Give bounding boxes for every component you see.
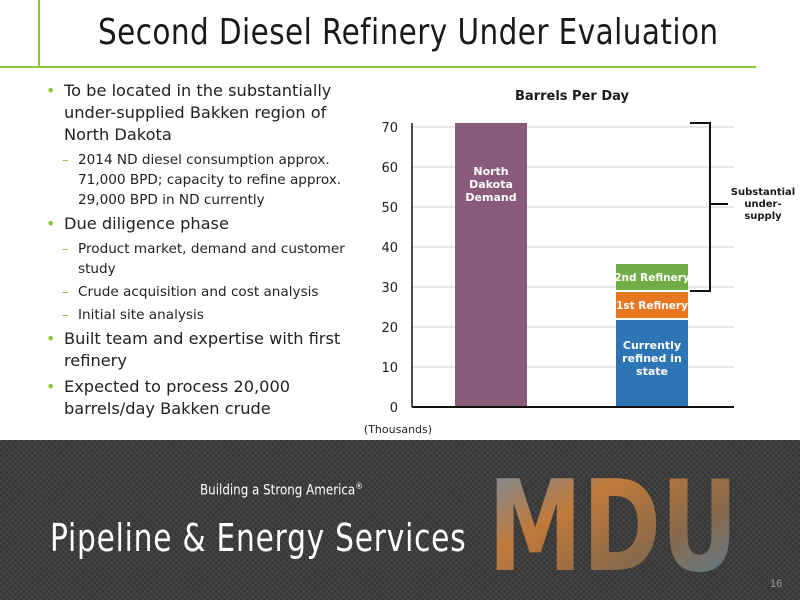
company-name: Pipeline & Energy Services	[50, 516, 467, 560]
mdu-logo: MDU	[488, 466, 738, 578]
bar-label: North	[473, 165, 508, 178]
bullet-dot-icon: •	[46, 81, 56, 100]
bullet-dot-icon: •	[46, 377, 56, 396]
bar-label: Dakota	[469, 178, 513, 191]
y-tick-label: 50	[381, 201, 398, 216]
bullet-item: • Expected to process 20,000 barrels/day …	[44, 376, 354, 420]
bar-label: 2nd Refinery	[614, 272, 690, 284]
bullet-list: • To be located in the substantially unde…	[44, 80, 354, 424]
sub-bullet-item: –2014 ND diesel consumption approx. 71,0…	[44, 150, 354, 210]
bar-chart: Barrels Per Day 0 10 20 30 40 50 60 70 (Thousands…	[350, 78, 800, 438]
bar-segment	[616, 292, 688, 318]
bar-label: 1st Refinery	[616, 300, 688, 312]
sub-bullet-text: 2014 ND diesel consumption approx. 71,00…	[78, 152, 342, 208]
y-tick-label: 20	[381, 321, 398, 336]
sub-bullet-dash-icon: –	[62, 307, 69, 323]
bullet-text: Expected to process 20,000 barrels/day B…	[64, 377, 291, 418]
y-tick-label: 60	[381, 161, 398, 176]
annotation-label: supply	[744, 211, 782, 222]
y-tick-label: 70	[381, 121, 398, 136]
sub-bullet-dash-icon: –	[62, 152, 69, 168]
bullet-dot-icon: •	[46, 329, 56, 348]
y-tick-label: 30	[381, 281, 398, 296]
sub-bullet-text: Crude acquisition and cost analysis	[78, 284, 319, 300]
sub-bullet-text: Initial site analysis	[78, 307, 204, 323]
chart-svg: Barrels Per Day 0 10 20 30 40 50 60 70 (Thousands…	[364, 89, 795, 436]
bar-segment	[616, 320, 688, 406]
footer-tagline: Building a Strong America®	[200, 482, 363, 499]
chart-title: Barrels Per Day	[515, 89, 629, 104]
sub-bullet-item: – Initial site analysis	[44, 305, 354, 325]
bullet-item: • Built team and expertise with first ref…	[44, 328, 354, 372]
supply-gap-bracket	[690, 122, 711, 292]
bullet-item: • To be located in the substantially unde…	[44, 80, 354, 146]
y-tick-label: 10	[381, 361, 398, 376]
bar-label: Currently	[623, 339, 681, 352]
title-accent-vertical-line	[38, 0, 40, 68]
sub-bullet-dash-icon: –	[62, 241, 69, 257]
sub-bullet-item: – Product market, demand and customer stu…	[44, 239, 354, 279]
y-tick-label: 0	[390, 401, 398, 416]
y-tick-label: 40	[381, 241, 398, 256]
bar-label: refined in	[622, 352, 682, 365]
bar-nd-demand	[455, 123, 527, 407]
registered-mark: ®	[355, 482, 363, 492]
logo-lettering: MDU	[488, 466, 738, 578]
bullet-text: Built team and expertise with first refi…	[64, 329, 341, 370]
bar-segment	[616, 264, 688, 290]
tagline-text: Building a Strong America	[200, 482, 356, 499]
bullet-dot-icon: •	[46, 214, 56, 233]
bullet-text: To be located in the substantially under…	[64, 81, 332, 144]
bar-label: state	[636, 365, 668, 378]
page-number: 16	[770, 578, 783, 590]
y-axis-unit-label: (Thousands)	[364, 423, 432, 436]
bullet-item: • Due diligence phase	[44, 213, 354, 235]
sub-bullet-text: Product market, demand and customer stud…	[78, 241, 345, 277]
title-underline	[0, 66, 756, 68]
bullet-text: Due diligence phase	[64, 214, 229, 233]
slide-title: Second Diesel Refinery Under Evaluation	[98, 12, 719, 53]
bar-label: Demand	[465, 191, 516, 204]
annotation-label: under-	[744, 199, 781, 210]
sub-bullet-item: – Crude acquisition and cost analysis	[44, 282, 354, 302]
footer-banner	[0, 440, 800, 600]
annotation-label: Substantial	[731, 187, 795, 198]
sub-bullet-dash-icon: –	[62, 284, 69, 300]
